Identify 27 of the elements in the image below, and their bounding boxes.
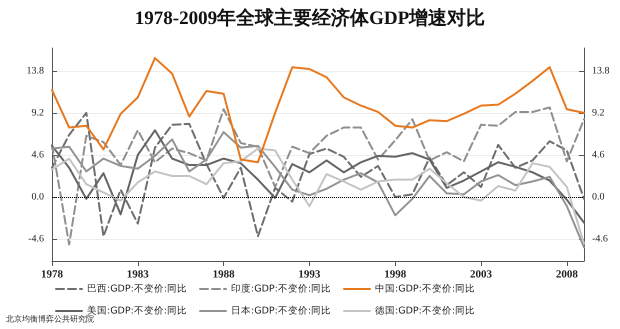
legend-label: 德国:GDP:不变价:同比 xyxy=(375,304,476,316)
y-tick-label: -4.6 xyxy=(28,234,44,245)
y2-tick-label: 13.8 xyxy=(592,65,610,76)
line-series xyxy=(51,57,585,164)
text: 北京均衡博弈公共研究院 xyxy=(6,314,94,324)
y2-tick-label: -4.6 xyxy=(592,234,608,245)
y-tick-label: 0.0 xyxy=(32,192,44,203)
y-tick-label: 13.8 xyxy=(26,65,44,76)
chart-title: 1978-2009年全球主要经济体GDP增速对比 xyxy=(134,7,486,29)
y2-tick-label: 4.6 xyxy=(592,149,604,160)
line-series xyxy=(51,148,585,245)
legend-label: 美国:GDP:不变价:同比 xyxy=(87,304,188,316)
legend-label: 日本:GDP:不变价:同比 xyxy=(231,304,332,316)
legend-label: 印度:GDP:不变价:同比 xyxy=(231,282,332,294)
x-tick-label: 2008 xyxy=(556,268,578,280)
y2-tick-label: 9.2 xyxy=(592,107,604,118)
y2-tick-label: 0.0 xyxy=(592,192,604,203)
x-tick-label: 1993 xyxy=(298,268,321,280)
x-tick-label: 1978 xyxy=(41,268,64,280)
x-tick-label: 1988 xyxy=(212,268,236,280)
y-tick-label: 9.2 xyxy=(32,107,44,118)
x-tick-label: 2003 xyxy=(470,268,493,280)
x-tick-label: 1983 xyxy=(126,268,150,280)
y-tick-label: 4.6 xyxy=(32,149,44,160)
x-tick-label: 1998 xyxy=(384,268,407,280)
legend-label: 巴西:GDP:不变价:同比 xyxy=(87,282,188,294)
legend-label: 中国:GDP:不变价:同比 xyxy=(375,282,476,294)
